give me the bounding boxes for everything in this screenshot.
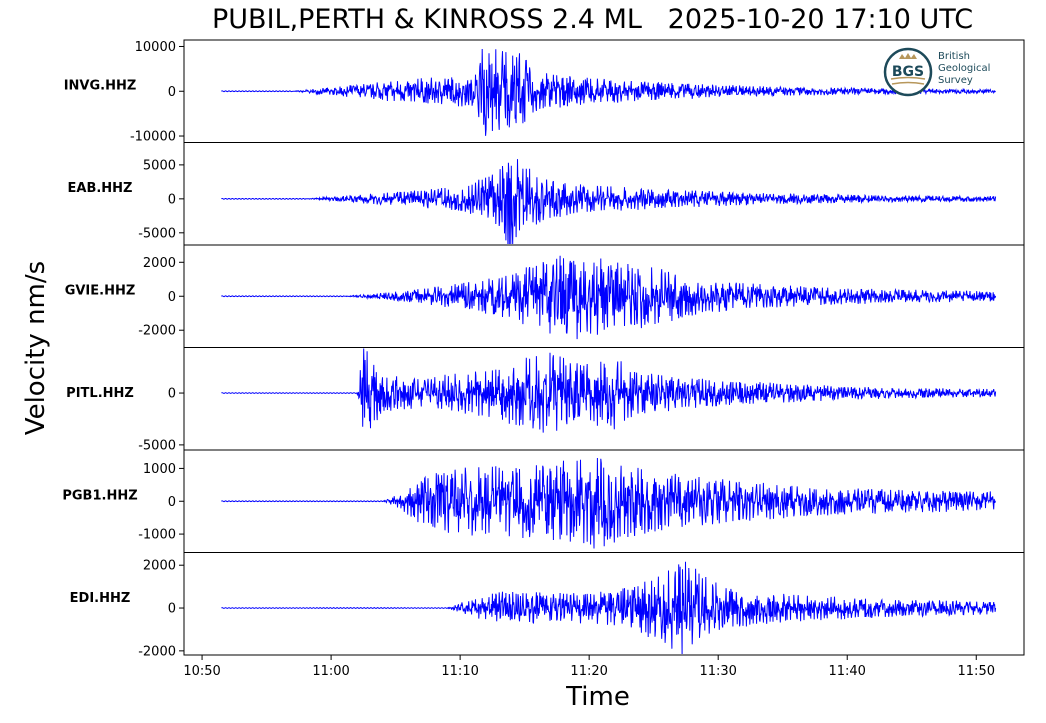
y-tick-label: -2000: [138, 324, 176, 339]
y-tick-label: -5000: [138, 226, 176, 241]
y-tick-label: 0: [168, 387, 176, 402]
waveform-trace: [221, 348, 997, 433]
bgs-logo-line: British: [938, 51, 970, 62]
y-tick-label: 0: [168, 602, 176, 617]
y-tick-label: 0: [168, 495, 176, 510]
y-tick-label: -1000: [138, 528, 176, 543]
y-tick-label: 2000: [143, 256, 176, 271]
waveform-trace: [221, 255, 997, 340]
bgs-logo: BGS British Geological Survey: [882, 46, 1007, 98]
station-label: EDI.HHZ: [70, 591, 131, 606]
station-label: GVIE.HHZ: [65, 283, 136, 298]
panel-frame: [183, 552, 1025, 656]
bgs-logo-text: British Geological Survey: [938, 51, 990, 87]
y-tick-label: 5000: [143, 158, 176, 173]
bgs-logo-initials: BGS: [892, 64, 924, 80]
station-label: INVG.HHZ: [64, 78, 137, 93]
y-tick-label: 1000: [143, 462, 176, 477]
y-tick-label: 10000: [135, 40, 176, 55]
x-tick-label: 11:00: [312, 664, 349, 679]
y-tick-label: 0: [168, 290, 176, 305]
x-tick-label: 11:20: [570, 664, 607, 679]
bgs-logo-line: Survey: [938, 75, 973, 86]
y-tick-label: -5000: [138, 438, 176, 453]
y-tick-label: -10000: [130, 130, 176, 145]
x-tick-label: 11:40: [828, 664, 865, 679]
bgs-logo-line: Geological: [938, 63, 991, 74]
x-tick-label: 11:30: [699, 664, 736, 679]
chart-title: PUBIL,PERTH & KINROSS 2.4 ML 2025-10-20 …: [212, 4, 974, 35]
y-tick-label: 0: [168, 85, 176, 100]
y-tick-label: -2000: [138, 644, 176, 659]
x-tick-label: 10:50: [183, 664, 220, 679]
waveform-trace: [221, 48, 996, 136]
x-axis-label: Time: [566, 682, 630, 712]
station-label: PITL.HHZ: [66, 386, 134, 401]
waveform-trace: [221, 457, 997, 549]
waveform-trace: [221, 159, 997, 245]
x-tick-label: 11:50: [958, 664, 995, 679]
x-tick-label: 11:10: [441, 664, 478, 679]
bgs-logo-emblem: BGS: [883, 47, 933, 97]
station-label: EAB.HHZ: [68, 181, 133, 196]
waveform-trace: [221, 561, 997, 655]
station-label: PGB1.HHZ: [62, 488, 137, 503]
y-tick-label: 0: [168, 192, 176, 207]
y-tick-label: 2000: [143, 559, 176, 574]
